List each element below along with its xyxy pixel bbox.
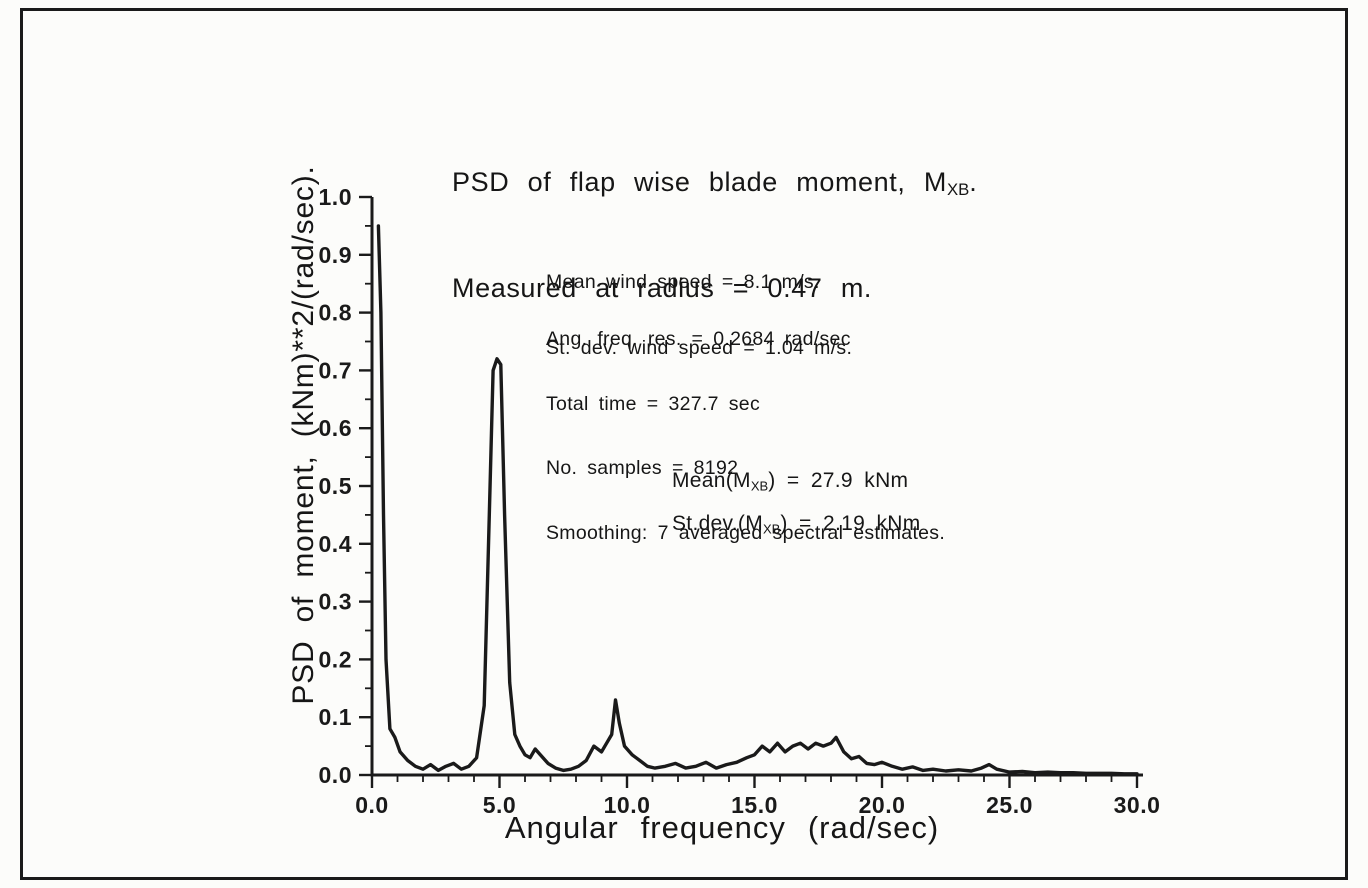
psd-curve bbox=[376, 224, 1139, 776]
figure-border bbox=[20, 8, 1348, 880]
x-tick-label: 25.0 bbox=[986, 792, 1033, 818]
freq-res-text: Ang. freq. res. = 0.2684 rad/sec bbox=[546, 328, 851, 350]
x-tick-label: 15.0 bbox=[731, 792, 778, 818]
smoothing-text: Smoothing: 7 averaged spectral estimates… bbox=[546, 521, 946, 544]
stdev-prefix: St.dev.(M bbox=[672, 512, 763, 535]
stdev-moment-text: St.dev.(MXB) = 2.19 kNm bbox=[672, 512, 921, 536]
x-tick-label: 0.0 bbox=[355, 792, 388, 818]
chart-title-line1: PSD of flap wise blade moment, MXB. bbox=[452, 166, 977, 206]
mean-suffix: ) = 27.9 kNm bbox=[768, 469, 909, 492]
chart-title-line2: Measured at radius = 0.47 m. bbox=[452, 273, 873, 304]
title-subscript: XB bbox=[946, 180, 970, 200]
stdev-subscript: XB bbox=[763, 521, 781, 537]
title-period: . bbox=[969, 167, 978, 197]
x-tick-label: 5.0 bbox=[483, 792, 516, 818]
total-time-text: Total time = 327.7 sec bbox=[546, 392, 760, 415]
chart-title-block: PSD of flap wise blade moment, MXB. Meas… bbox=[452, 100, 977, 371]
signal-annotation-block: Ang. freq. res. = 0.2684 rad/sec Total t… bbox=[546, 286, 945, 587]
mean-subscript: XB bbox=[750, 478, 769, 494]
y-tick-label: 0.9 bbox=[319, 242, 352, 268]
mean-wind-speed-text: Mean wind speed = 8.1 m/s. bbox=[546, 271, 820, 293]
y-tick-label: 0.0 bbox=[319, 762, 352, 788]
x-tick-label: 30.0 bbox=[1114, 792, 1161, 818]
wind-annotation-block: Mean wind speed = 8.1 m/s. St. dev. wind… bbox=[546, 227, 852, 403]
num-samples-text: No. samples = 8192 bbox=[546, 457, 739, 479]
mean-moment-text: Mean(MXB) = 27.9 kNm bbox=[672, 469, 908, 493]
y-tick-label: 0.6 bbox=[319, 415, 352, 441]
y-tick-label: 0.4 bbox=[319, 531, 352, 557]
y-tick-label: 0.5 bbox=[319, 473, 352, 499]
y-tick-label: 0.3 bbox=[319, 589, 352, 615]
y-tick-label: 1.0 bbox=[319, 184, 352, 210]
y-tick-label: 0.7 bbox=[319, 357, 352, 383]
x-tick-label: 20.0 bbox=[859, 792, 906, 818]
stdev-wind-speed-text: St. dev. wind speed = 1.04 m/s. bbox=[546, 337, 853, 359]
x-axis-label: Angular frequency (rad/sec) bbox=[504, 810, 940, 845]
y-axis-label: PSD of moment, (kNm)**2/(rad/sec). bbox=[287, 165, 320, 705]
y-tick-label: 0.8 bbox=[319, 300, 352, 326]
title-text: PSD of flap wise blade moment, M bbox=[452, 167, 947, 197]
stdev-suffix: ) = 2.19 kNm bbox=[780, 512, 921, 535]
mean-prefix: Mean(M bbox=[672, 469, 751, 492]
y-tick-label: 0.1 bbox=[319, 704, 352, 730]
x-tick-label: 10.0 bbox=[604, 792, 651, 818]
y-tick-label: 0.2 bbox=[319, 646, 352, 672]
